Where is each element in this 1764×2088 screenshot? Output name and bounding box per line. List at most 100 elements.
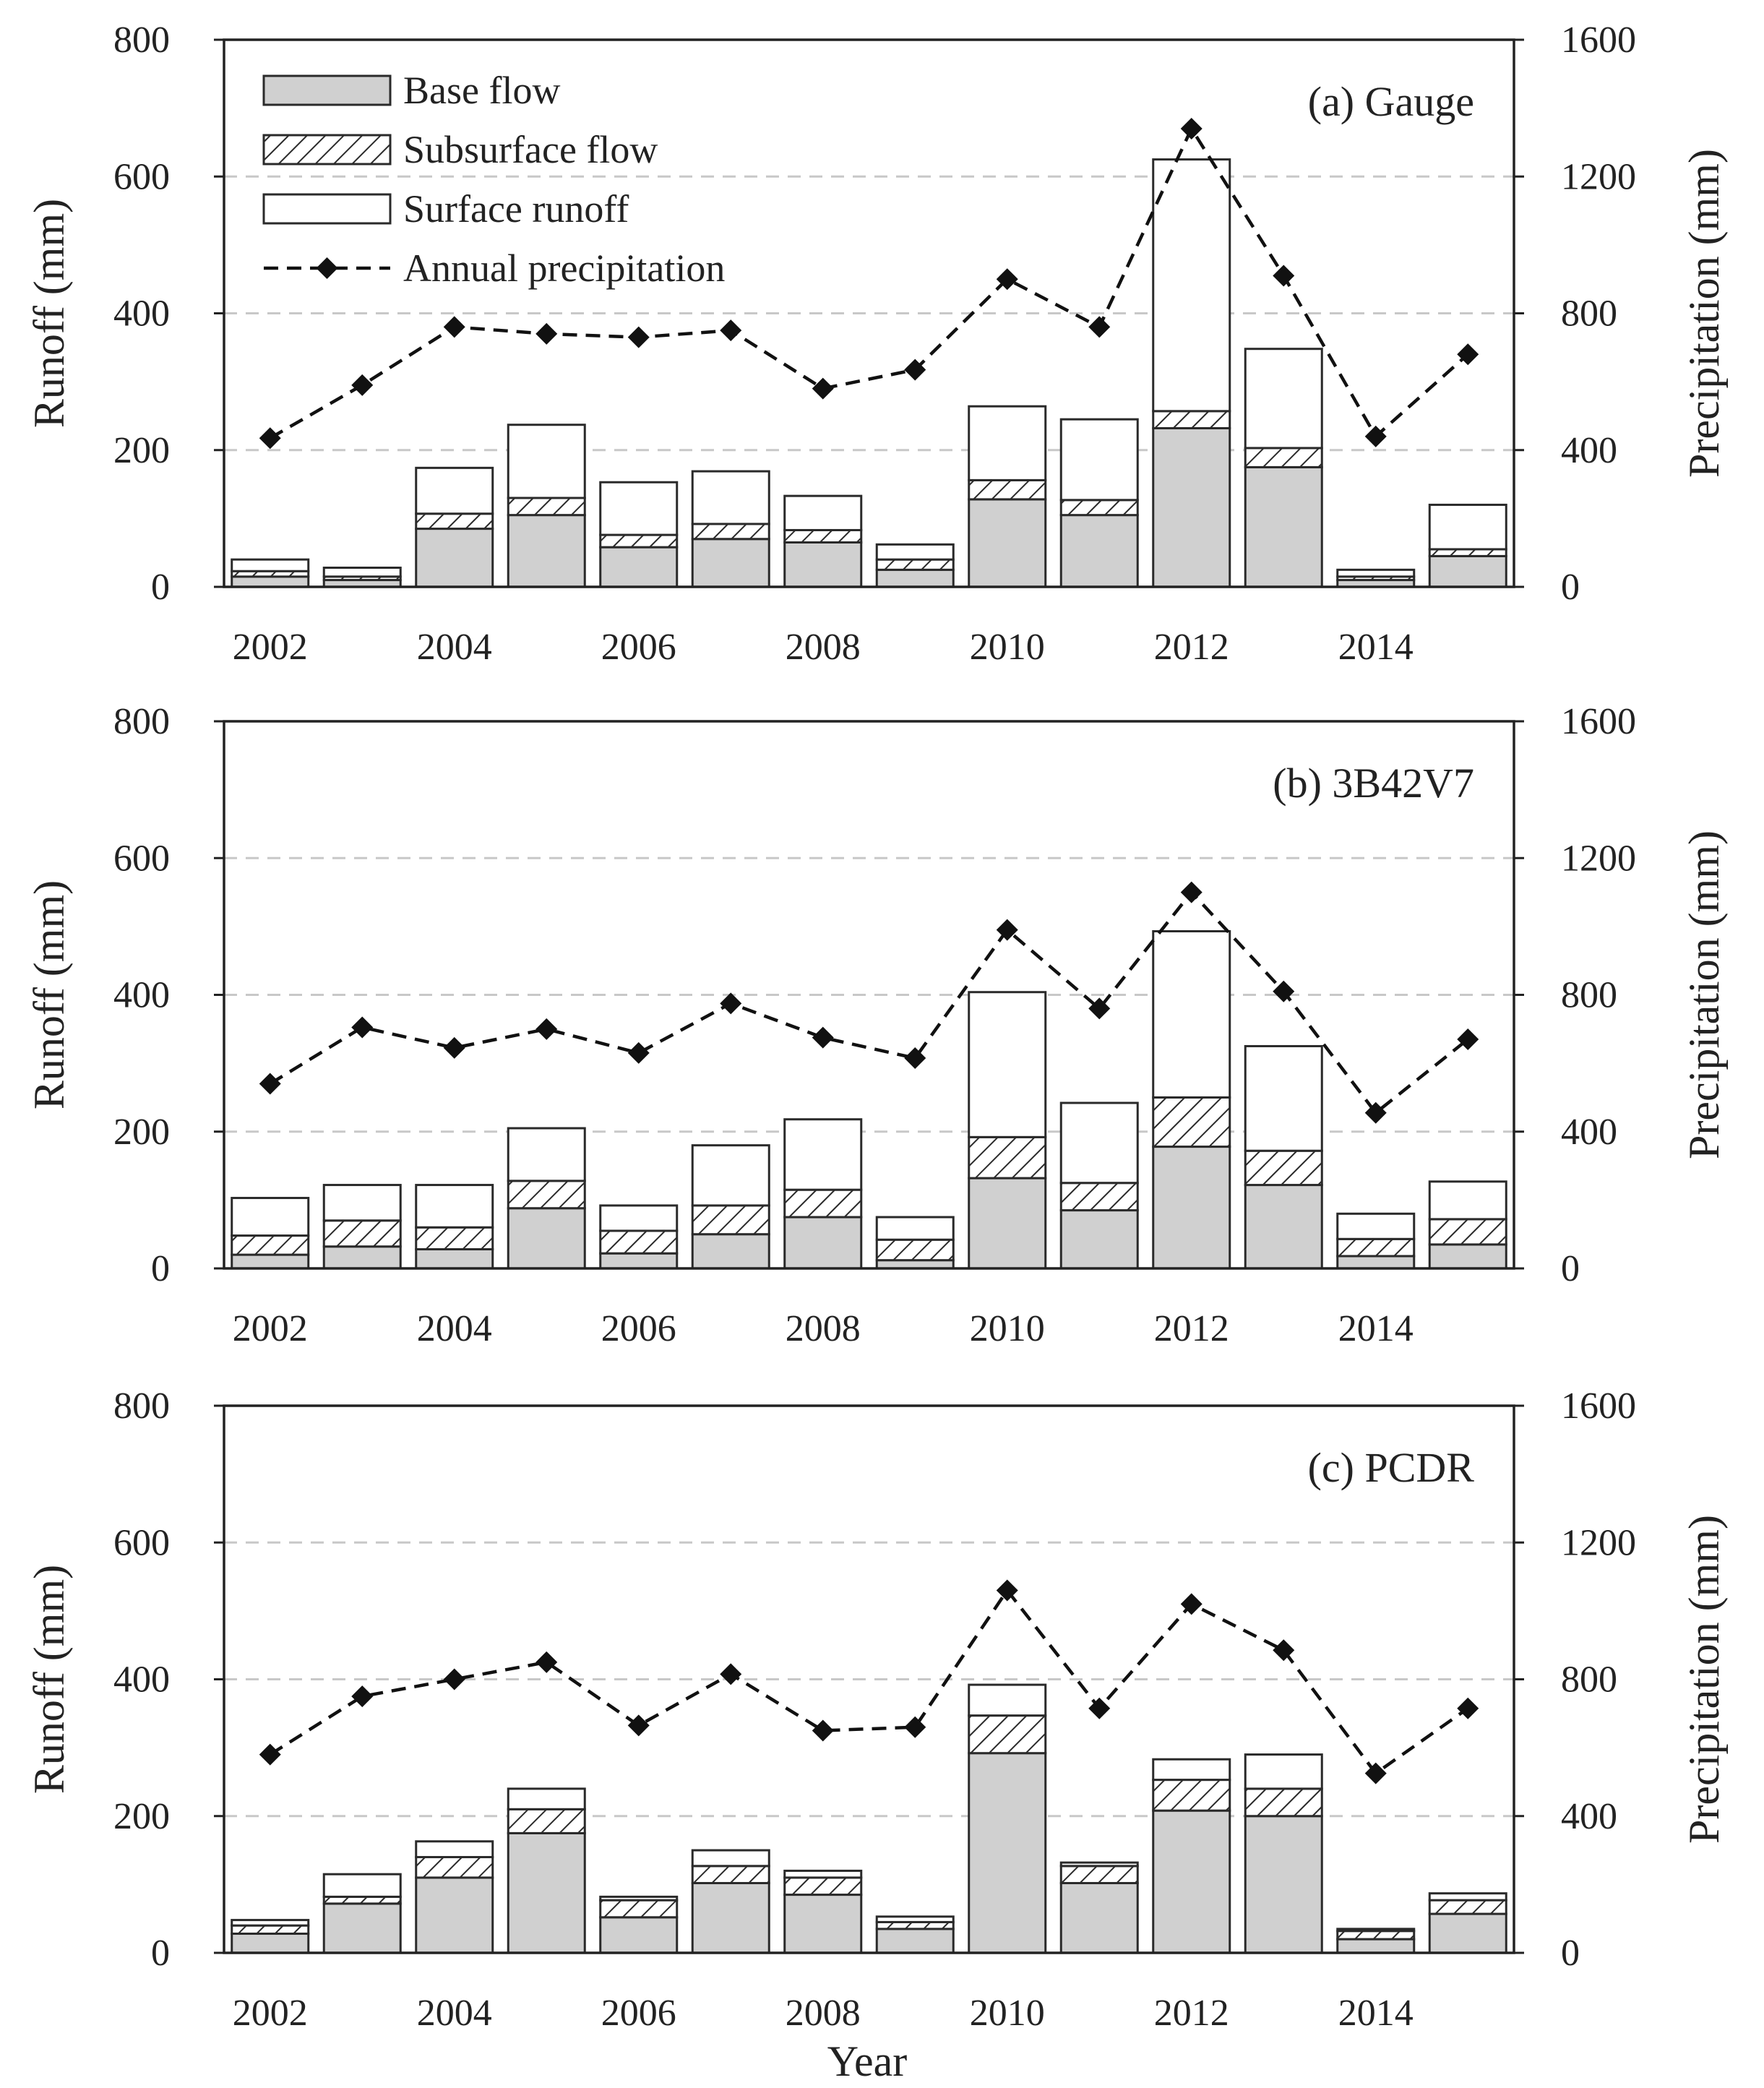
bar-base-flow — [599, 1916, 679, 1954]
y2-tick-label: 400 — [1561, 1112, 1617, 1153]
bar-subsurface-flow — [1428, 1218, 1507, 1246]
y-tick-label: 600 — [113, 1522, 170, 1563]
precipitation-marker — [627, 1714, 650, 1737]
x-tick-label: 2008 — [786, 1308, 861, 1349]
bar-base-flow — [599, 546, 679, 588]
bar-surface-runoff — [1059, 1861, 1139, 1868]
y2-axis-title: Precipitation (mm) — [1680, 830, 1728, 1159]
bar-surface-runoff — [1152, 929, 1231, 1099]
x-tick-label: 2004 — [417, 627, 492, 668]
bar-base-flow — [968, 498, 1047, 588]
precipitation-marker — [1364, 425, 1387, 447]
bar-surface-runoff — [1059, 418, 1139, 502]
precipitation-marker — [996, 1579, 1018, 1602]
precipitation-marker — [627, 326, 650, 348]
bar-subsurface-flow — [322, 1219, 402, 1248]
bar-base-flow — [783, 1216, 863, 1270]
bar-base-flow — [415, 528, 494, 588]
bar-surface-runoff — [507, 1787, 586, 1810]
bar-subsurface-flow — [783, 1188, 863, 1219]
bar-base-flow — [783, 541, 863, 588]
precipitation-marker — [720, 1663, 742, 1685]
bar-base-flow — [691, 1881, 770, 1954]
precipitation-marker — [351, 374, 374, 396]
x-tick-label: 2010 — [970, 1993, 1045, 2034]
x-tick-label: 2002 — [233, 627, 308, 668]
precipitation-marker — [351, 1016, 374, 1039]
bar-subsurface-flow — [783, 528, 863, 544]
precipitation-line — [269, 890, 1469, 1115]
bar-base-flow — [231, 575, 310, 588]
y-tick-label: 400 — [113, 293, 170, 335]
bar-surface-runoff — [1428, 1892, 1507, 1902]
precipitation-marker — [1364, 1762, 1387, 1784]
legend-label-subsurface: Subsurface flow — [403, 128, 658, 171]
precipitation-marker — [996, 268, 1018, 291]
x-tick-label: 2014 — [1338, 1993, 1414, 2034]
bar-subsurface-flow — [875, 1238, 955, 1262]
y-tick-label: 800 — [113, 20, 170, 61]
bar-base-flow — [507, 514, 586, 588]
precipitation-marker — [443, 316, 465, 338]
legend-label-surface: Surface runoff — [403, 187, 629, 231]
bar-base-flow — [875, 568, 955, 588]
bar-base-flow — [1428, 1243, 1507, 1270]
bar-surface-runoff — [1152, 158, 1231, 413]
bar-subsurface-flow — [415, 512, 494, 530]
bar-subsurface-flow — [507, 497, 586, 517]
y-tick-label: 200 — [113, 430, 170, 471]
y2-tick-label: 0 — [1561, 1248, 1580, 1289]
precipitation-marker — [904, 358, 926, 381]
precipitation-marker — [1457, 1028, 1479, 1051]
bar-base-flow — [1059, 1209, 1139, 1270]
y-axis-title: Runoff (mm) — [25, 880, 73, 1109]
panel-c: 0 200 400 600 800 0 400 800 1200 1600 2002 2004 2006… — [25, 1385, 1728, 2034]
x-tick-label: 2006 — [601, 1993, 676, 2034]
precipitation-marker — [1364, 1101, 1387, 1124]
precipitation-marker — [720, 992, 742, 1015]
x-tick-label: 2004 — [417, 1308, 492, 1349]
precipitation-marker — [259, 1743, 281, 1766]
legend-label-base: Base flow — [403, 69, 560, 112]
bar-surface-runoff — [1244, 1753, 1323, 1790]
bar-base-flow — [415, 1248, 494, 1270]
y2-tick-label: 1600 — [1561, 20, 1636, 61]
bar-surface-runoff — [1428, 503, 1507, 551]
bar-surface-runoff — [691, 1849, 770, 1868]
bar-surface-runoff — [231, 1197, 310, 1237]
bar-base-flow — [1059, 514, 1139, 588]
x-tick-label: 2004 — [417, 1993, 492, 2034]
panel-title: (a) Gauge — [1308, 78, 1474, 125]
bar-surface-runoff — [599, 1895, 679, 1902]
legend: Base flow Subsurface flow Surface runoff An… — [262, 69, 725, 290]
bar-subsurface-flow — [691, 523, 770, 541]
bar-surface-runoff — [1152, 1758, 1231, 1782]
bar-surface-runoff — [507, 424, 586, 499]
y2-tick-label: 800 — [1561, 975, 1617, 1016]
x-tick-label: 2006 — [601, 627, 676, 668]
precipitation-marker — [1273, 1639, 1295, 1662]
x-tick-label: 2012 — [1154, 1993, 1229, 2034]
bar-base-flow — [1428, 554, 1507, 588]
precipitation-marker — [1180, 881, 1202, 903]
bar-base-flow — [1336, 1938, 1416, 1954]
bar-surface-runoff — [1336, 568, 1416, 578]
bar-surface-runoff — [875, 1915, 955, 1923]
bar-surface-runoff — [415, 1184, 494, 1229]
bar-surface-runoff — [691, 470, 770, 525]
bar-base-flow — [322, 1245, 402, 1270]
y-tick-label: 0 — [151, 567, 170, 608]
y-tick-label: 800 — [113, 701, 170, 742]
bar-subsurface-flow — [1059, 499, 1139, 517]
panel-title: (c) PCDR — [1308, 1444, 1475, 1491]
precipitation-marker — [812, 1719, 834, 1742]
precipitation-marker — [812, 1026, 834, 1049]
bar-base-flow — [415, 1876, 494, 1954]
bar-subsurface-flow — [783, 1876, 863, 1896]
precipitation-marker — [1088, 1697, 1111, 1719]
y2-tick-label: 800 — [1561, 1659, 1617, 1701]
bar-subsurface-flow — [599, 533, 679, 549]
y-tick-label: 0 — [151, 1248, 170, 1289]
bar-base-flow — [1428, 1912, 1507, 1954]
